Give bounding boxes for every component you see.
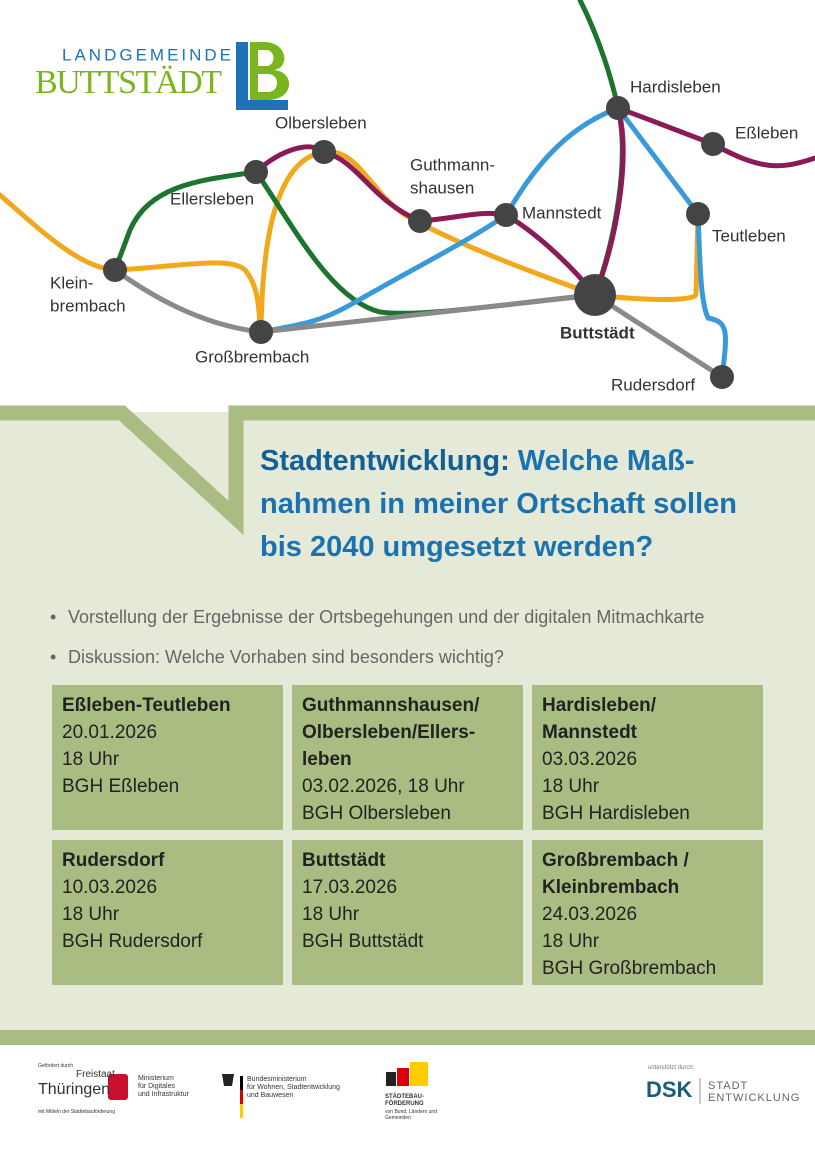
event-card: Großbrembach / Kleinbrembach 24.03.2026 18 … [532,840,763,985]
heading-line: nahmen in meiner Ortschaft sollen [260,488,737,520]
station-label: Mannstedt [522,203,602,222]
event-title: Eßleben-Teutleben [62,695,231,716]
event-detail: 18 Uhr [62,904,120,925]
ministry-line: Ministerium [138,1075,174,1082]
state-name: Thüringen [38,1081,111,1098]
event-title: Kleinbrembach [542,877,680,898]
dsk-logo: DSK [646,1077,693,1102]
station-label: Eßleben [735,123,798,142]
event-detail: 18 Uhr [542,931,600,952]
event-title: Großbrembach / [542,850,689,871]
event-card: Rudersdorf 10.03.2026 18 Uhr BGH Rudersdorf [52,840,283,985]
support-note: unterstützt durch: [648,1065,695,1071]
station-label: Guthmann- [410,155,495,174]
event-card: Guthmannshausen/Olbersleben/Ellers-leben… [292,685,523,830]
event-detail: 03.02.2026, 18 Uhr [302,776,465,797]
station-label: shausen [410,178,474,197]
event-title: Rudersdorf [62,850,165,871]
station-label: Teutleben [712,226,786,245]
event-detail: 17.03.2026 [302,877,398,898]
event-title: Hardisleben/ [542,695,657,716]
bullet: Vorstellung der Ergebnisse der Ortsbegeh… [50,607,704,628]
event-detail: 03.03.2026 [542,749,638,770]
station-label: Hardisleben [630,77,721,96]
event-detail: BGH Großbrembach [542,958,717,979]
event-title: Mannstedt [542,722,637,743]
program-line: FÖRDERUNG [385,1101,424,1107]
event-detail: 18 Uhr [62,749,120,770]
event-detail: 18 Uhr [542,776,600,797]
event-card: Eßleben-Teutleben 20.01.2026 18 Uhr BGH Eßl… [52,685,283,830]
dsk-line: STADT [708,1080,749,1092]
station-label: Klein- [50,273,93,292]
program-sub: von Bund, Ländern und [385,1109,437,1115]
logo-top: LANDGEMEINDE [62,45,234,64]
dsk-line: ENTWICKLUNG [708,1092,801,1104]
event-detail: 24.03.2026 [542,904,638,925]
event-card: Buttstädt 17.03.2026 18 Uhr BGH Buttstädt [292,840,523,985]
funding-note: Gefördert durch [38,1063,74,1069]
station-label: Großbrembach [195,347,309,366]
event-title: Guthmannshausen/ [302,695,480,716]
funding-line: mit Mitteln der Städtebauförderung [38,1109,115,1115]
station-label: Buttstädt [560,323,635,342]
event-detail: 20.01.2026 [62,722,158,743]
logo-mark [236,42,290,110]
event-title: Buttstädt [302,850,386,871]
footer-graphics [108,1062,701,1118]
bullet-text: Vorstellung der Ergebnisse der Ortsbegeh… [68,607,705,627]
ministry-line: und Bauwesen [247,1092,294,1099]
event-detail: 18 Uhr [302,904,360,925]
event-detail: 10.03.2026 [62,877,158,898]
station-label: Olbersleben [275,113,367,132]
event-title: Olbersleben/Ellers- [302,722,476,743]
station-label: Rudersdorf [611,375,695,394]
event-detail: BGH Eßleben [62,776,180,797]
state-label: Freistaat [76,1069,115,1080]
event-detail: BGH Buttstädt [302,931,424,952]
bullet: Diskussion: Welche Vorhaben sind besonde… [50,647,504,668]
heading-line: Stadtentwicklung: Welche Maß- [260,440,737,483]
event-detail: BGH Rudersdorf [62,931,203,952]
event-detail: BGH Olbersleben [302,803,451,824]
program-sub: Gemeinden [385,1115,411,1121]
program-line: STÄDTEBAU- [385,1094,424,1100]
station-label: Ellersleben [170,189,254,208]
heading-lead: Stadtentwicklung: [260,445,510,477]
station-label: brembach [50,296,126,315]
bullet-text: Diskussion: Welche Vorhaben sind besonde… [68,647,504,667]
ministry-line: für Digitales [138,1083,175,1090]
logo-name: BUTTSTÄDT [35,64,223,101]
ministry-line: Bundesministerium [247,1076,307,1083]
panel-border [0,1030,815,1045]
map-nodes [103,96,734,389]
panel-border [0,405,815,536]
heading-line: bis 2040 umgesetzt werden? [260,531,654,563]
heading-text: Welche Maß- [517,445,695,477]
event-card: Hardisleben/Mannstedt 03.03.2026 18 Uhr BGH… [532,685,763,830]
event-detail: BGH Hardisleben [542,803,690,824]
ministry-line: und Infrastruktur [138,1091,189,1098]
heading: Stadtentwicklung: Welche Maß-nahmen in m… [260,440,737,569]
ministry-line: für Wohnen, Stadtentwicklung [247,1084,340,1091]
event-title: leben [302,749,352,770]
